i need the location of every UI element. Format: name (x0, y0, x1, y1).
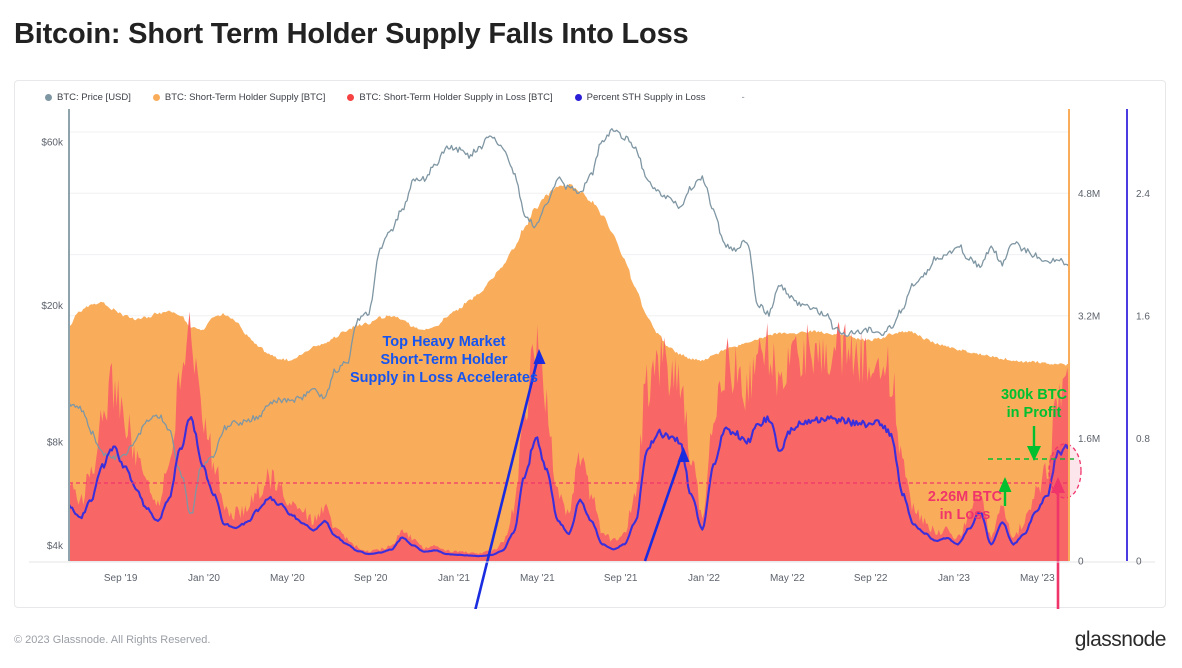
annotation-line-3: Supply in Loss Accelerates (350, 370, 538, 386)
y-tick-left-3: $60k (41, 138, 64, 149)
annotation-arrows-blue (474, 349, 690, 609)
y-tick-percent-0: 0 (1136, 557, 1142, 568)
annotation-top-heavy-market: Top Heavy Market Short-Term Holder Suppl… (350, 334, 538, 386)
line-btc-price (69, 128, 1069, 514)
legend-item-percent-loss[interactable]: Percent STH Supply in Loss (574, 91, 706, 103)
y-tick-percent-2: 1.6 (1136, 311, 1150, 322)
chart-card: BTC: Price [USD] BTC: Short-Term Holder … (14, 80, 1167, 609)
plot-area: glassnode (15, 81, 1167, 609)
legend-item-price[interactable]: BTC: Price [USD] (45, 92, 131, 103)
chart-svg: glassnode (29, 109, 1155, 609)
y-tick-percent-3: 2.4 (1136, 189, 1150, 200)
legend-item-sth-loss[interactable]: BTC: Short-Term Holder Supply in Loss [B… (347, 91, 553, 103)
footer-logo: glassnode (1074, 628, 1167, 651)
annotation-profit-line-2: in Profit (1007, 405, 1062, 421)
annotation-profit-line-1: 300k BTC (1001, 387, 1068, 403)
annotation-arrow-red-up (1051, 477, 1065, 609)
legend-dot-price (45, 93, 52, 101)
x-tick-4: Jan '21 (438, 573, 470, 584)
x-tick-0: Sep '19 (104, 573, 138, 584)
annotation-arrow-green-up (998, 477, 1012, 506)
legend-label-sth-supply: BTC: Short-Term Holder Supply [BTC] (164, 91, 326, 103)
y-tick-supply-1: 1.6M (1078, 434, 1100, 445)
y-tick-supply-2: 3.2M (1078, 311, 1100, 322)
y-axis-right-supply-ticks: 0 1.6M 3.2M 4.8M (1078, 189, 1100, 568)
x-tick-8: May '22 (770, 573, 805, 584)
annotation-line-1: Top Heavy Market (382, 334, 505, 350)
y-tick-left-1: $8k (47, 438, 64, 449)
x-axis-ticks: Sep '19 Jan '20 May '20 Sep '20 Jan '21 May '… (104, 573, 1055, 584)
x-tick-2: May '20 (270, 573, 305, 584)
x-tick-6: Sep '21 (604, 573, 638, 584)
line-percent-sth-loss (69, 415, 1069, 558)
y-tick-supply-0: 0 (1078, 557, 1084, 568)
legend-dot-sth-loss (347, 93, 355, 101)
legend-item-sth-supply[interactable]: BTC: Short-Term Holder Supply [BTC] (152, 91, 326, 103)
area-sth-supply-in-loss (69, 311, 1069, 561)
x-tick-1: Jan '20 (188, 573, 220, 584)
y-tick-left-0: $4k (47, 541, 64, 552)
legend-dot-sth-supply (152, 93, 160, 101)
legend-extra: - (741, 91, 745, 103)
y-axis-left-ticks: $4k $8k $20k $60k (41, 138, 64, 552)
y-tick-supply-3: 4.8M (1078, 189, 1100, 200)
x-tick-10: Jan '23 (938, 573, 970, 584)
annotation-btc-in-profit: 300k BTC in Profit (1001, 387, 1068, 421)
chart-legend: BTC: Price [USD] BTC: Short-Term Holder … (45, 89, 745, 105)
y-tick-left-2: $20k (41, 301, 64, 312)
x-tick-7: Jan '22 (688, 573, 720, 584)
y-axis-right-percent-ticks: 0 0.8 1.6 2.4 (1136, 189, 1150, 568)
annotation-btc-in-loss: 2.26M BTC in Loss (928, 489, 1003, 523)
legend-label-price: BTC: Price [USD] (57, 91, 131, 103)
annotation-loss-line-1: 2.26M BTC (928, 489, 1003, 505)
legend-label-sth-loss: BTC: Short-Term Holder Supply in Loss [B… (359, 91, 553, 103)
y-tick-percent-1: 0.8 (1136, 434, 1150, 445)
legend-label-percent-loss: Percent STH Supply in Loss (586, 91, 706, 103)
legend-dot-percent-loss (574, 93, 582, 101)
footer-copyright: © 2023 Glassnode. All Rights Reserved. (14, 634, 211, 646)
x-tick-3: Sep '20 (354, 573, 388, 584)
annotation-arrow-green-down (1027, 426, 1041, 461)
annotation-loss-line-2: in Loss (940, 507, 991, 523)
x-tick-11: May '23 (1020, 573, 1055, 584)
page-title: Bitcoin: Short Term Holder Supply Falls … (14, 18, 689, 50)
x-tick-5: May '21 (520, 573, 555, 584)
x-tick-9: Sep '22 (854, 573, 888, 584)
annotation-line-2: Short-Term Holder (380, 352, 507, 368)
